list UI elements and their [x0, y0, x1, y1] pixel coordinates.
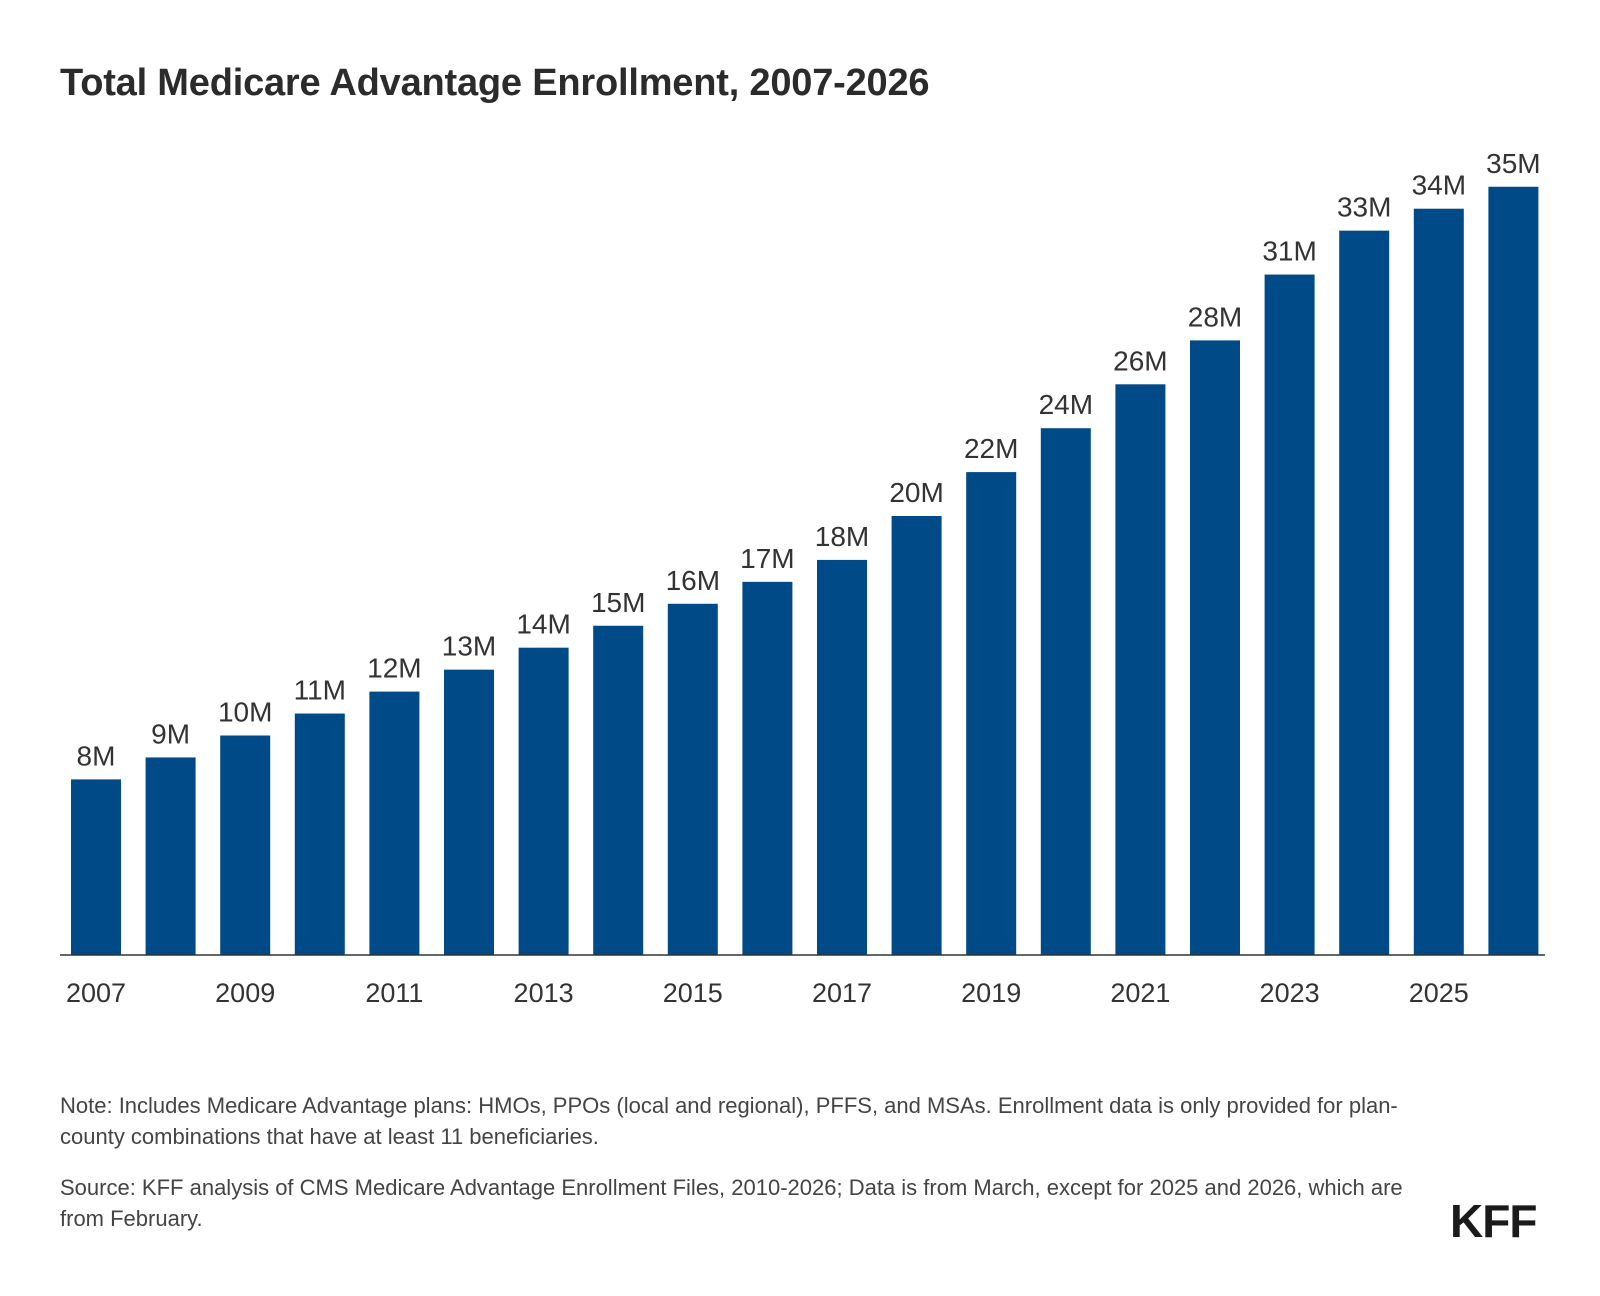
chart-source: Source: KFF analysis of CMS Medicare Adv…: [60, 1175, 1403, 1231]
bar-2016: [742, 581, 793, 955]
x-tick-label-2021: 2021: [1110, 978, 1170, 1008]
bar-value-label-2012: 13M: [442, 631, 496, 662]
bar-value-label-2022: 28M: [1188, 301, 1242, 332]
bar-value-label-2010: 11M: [294, 675, 346, 706]
bar-labels-group: 8M 9M 10M 11M 12M 13M 14M 15M 16M 17M 18M 20M 22M 24M…: [77, 148, 1541, 772]
x-tick-label-2019: 2019: [961, 978, 1021, 1008]
bar-value-label-2019: 22M: [964, 433, 1018, 464]
x-tick-label-2025: 2025: [1409, 978, 1469, 1008]
bar-value-label-2015: 16M: [666, 565, 720, 596]
bar-value-label-2023: 31M: [1262, 236, 1316, 267]
bar-value-label-2025: 34M: [1412, 170, 1466, 201]
bar-2017: [817, 559, 867, 955]
x-tick-label-2015: 2015: [663, 978, 723, 1008]
bar-2025: [1413, 208, 1464, 955]
chart-note: Note: Includes Medicare Advantage plans:…: [60, 1093, 1398, 1149]
bar-2021: [1115, 384, 1166, 955]
bar-2007: [71, 779, 121, 955]
bar-value-label-2013: 14M: [516, 609, 570, 640]
bar-value-label-2024: 33M: [1337, 192, 1391, 223]
bar-2014: [593, 625, 644, 955]
bar-2022: [1190, 340, 1240, 955]
x-tick-label-2023: 2023: [1260, 978, 1320, 1008]
bar-chart: 8M 9M 10M 11M 12M 13M 14M 15M 16M 17M 18M 20M 22M 24M…: [60, 148, 1545, 1008]
x-tick-label-2017: 2017: [812, 978, 872, 1008]
bar-2020: [1040, 428, 1091, 955]
bar-2010: [294, 713, 345, 955]
x-tick-label-2007: 2007: [66, 978, 126, 1008]
bar-value-label-2026: 35M: [1486, 148, 1540, 179]
bar-2013: [518, 647, 569, 955]
bar-2012: [444, 669, 494, 955]
bar-2009: [220, 735, 271, 955]
bar-2018: [891, 516, 942, 955]
x-tick-labels-group: 2007 2009 2011 2013 2015 2017 2019 2021 2023 2025: [66, 978, 1469, 1008]
x-tick-label-2013: 2013: [514, 978, 574, 1008]
bar-value-label-2020: 24M: [1039, 389, 1093, 420]
kff-logo: KFF: [1450, 1195, 1537, 1247]
bar-2015: [667, 603, 718, 955]
bars-group: [71, 186, 1539, 955]
x-tick-label-2009: 2009: [215, 978, 275, 1008]
bar-2008: [145, 757, 196, 955]
bar-value-label-2014: 15M: [591, 587, 645, 618]
bar-value-label-2021: 26M: [1113, 345, 1167, 376]
x-tick-label-2011: 2011: [365, 978, 423, 1008]
bar-2024: [1339, 230, 1390, 955]
bar-value-label-2007: 8M: [77, 740, 116, 771]
bar-2019: [966, 472, 1017, 955]
chart-title: Total Medicare Advantage Enrollment, 200…: [60, 62, 930, 104]
bar-value-label-2016: 17M: [740, 543, 794, 574]
bar-2026: [1488, 186, 1539, 955]
bar-value-label-2017: 18M: [815, 521, 869, 552]
bar-value-label-2011: 12M: [367, 653, 421, 684]
bar-2011: [369, 691, 420, 955]
bar-value-label-2009: 10M: [218, 697, 272, 728]
bar-value-label-2008: 9M: [151, 718, 190, 749]
bar-value-label-2018: 20M: [889, 477, 943, 508]
bar-2023: [1264, 274, 1315, 955]
